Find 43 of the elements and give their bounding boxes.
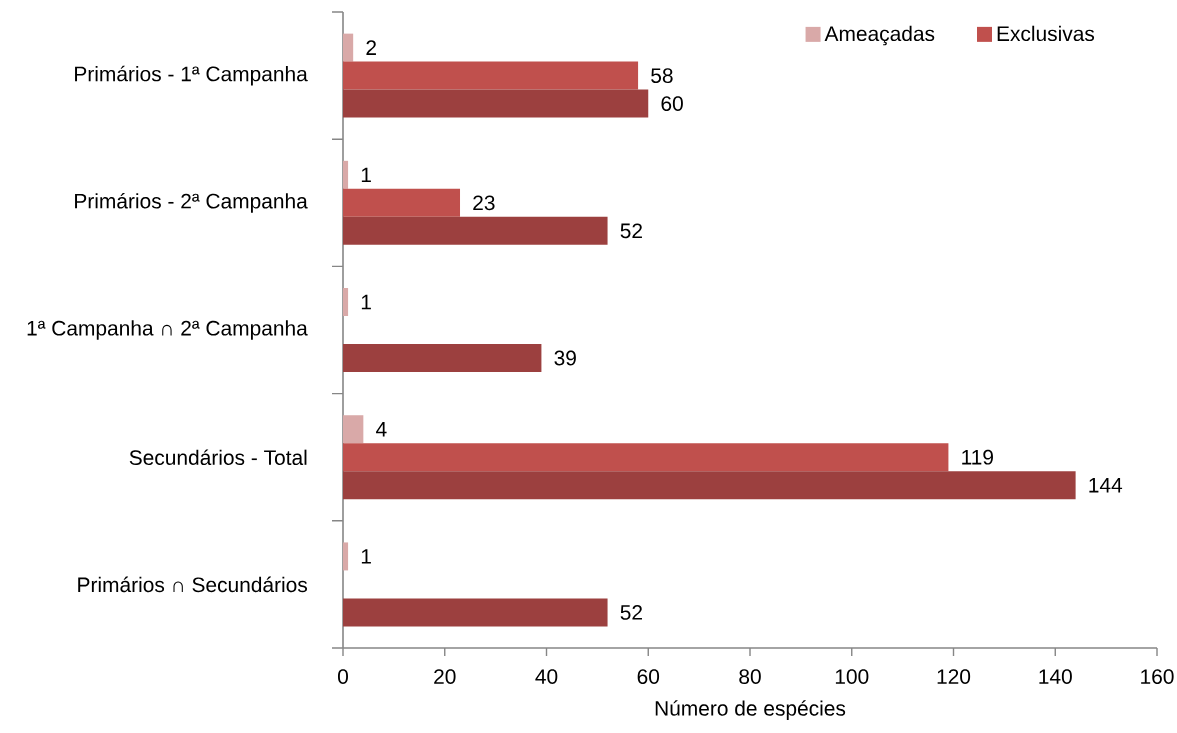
- x-axis-title: Número de espécies: [655, 700, 846, 720]
- bar: [343, 288, 349, 317]
- y-tick-label: Primários - 2ª Campanha: [75, 192, 308, 213]
- data-label: 58: [651, 68, 673, 84]
- data-label: 52: [620, 223, 642, 239]
- bar: [343, 598, 608, 627]
- data-label: 60: [661, 96, 683, 111]
- x-tick-label: 40: [535, 669, 558, 684]
- data-label: 2: [366, 40, 376, 55]
- data-label: 119: [962, 449, 993, 465]
- y-tick-label: Primários ∩ Secundários: [78, 576, 308, 593]
- bar: [343, 160, 349, 189]
- bar: [343, 344, 542, 372]
- x-tick-label: 80: [739, 669, 761, 684]
- data-label: 39: [554, 350, 576, 366]
- data-label: 23: [473, 195, 495, 211]
- data-label: 1: [361, 167, 371, 183]
- bar: [343, 415, 364, 444]
- legend-label: Ameaçadas: [824, 25, 935, 46]
- x-tick-label: 140: [1039, 669, 1072, 684]
- data-label: 1: [361, 549, 371, 564]
- x-tick-label: 0: [337, 669, 348, 684]
- bar: [343, 542, 349, 571]
- data-label: 52: [620, 604, 642, 620]
- y-tick-label: Primários - 1ª Campanha: [75, 65, 308, 86]
- x-tick-label: 60: [637, 669, 660, 684]
- legend-label: Exclusivas: [997, 25, 1095, 42]
- bar: [343, 33, 354, 62]
- data-label: 4: [376, 422, 387, 437]
- y-tick-label: 1ª Campanha ∩ 2ª Campanha: [27, 320, 308, 340]
- bar: [343, 89, 649, 118]
- bar: [343, 443, 949, 472]
- x-tick-label: 160: [1141, 669, 1174, 684]
- data-label: 1: [361, 294, 371, 310]
- x-tick-label: 120: [937, 669, 971, 684]
- bar: [343, 61, 639, 90]
- bar: [343, 216, 608, 245]
- bar: [343, 471, 1076, 500]
- y-tick-label: Secundários - Total: [129, 449, 307, 466]
- x-tick-label: 100: [835, 669, 869, 684]
- x-tick-label: 20: [434, 669, 456, 684]
- bar: [343, 188, 461, 217]
- data-label: 144: [1089, 478, 1123, 493]
